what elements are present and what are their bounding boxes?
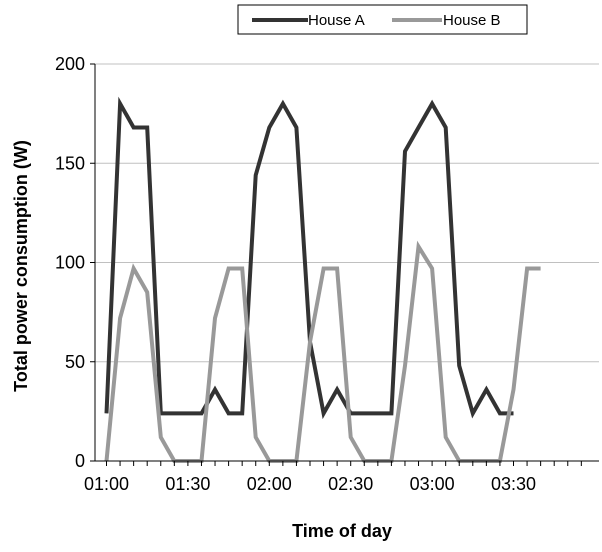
y-tick-label: 50 [65,352,85,372]
x-axis-title: Time of day [292,521,392,541]
axes: 0 50 100 150 200 01:00 01:30 02:00 02:30 03:00 03:… [55,54,599,494]
gridlines [95,63,599,363]
y-tick-label: 0 [75,451,85,471]
legend-label-house-b: House B [443,12,501,29]
y-tick-label: 200 [55,54,85,74]
series-line-house-b [104,240,541,463]
x-tick-label: 03:00 [410,474,455,494]
y-tick-label: 150 [55,153,85,173]
x-tick-label: 01:30 [165,474,210,494]
series-layer [104,96,541,463]
x-tick-label: 02:00 [247,474,292,494]
y-tick-label: 100 [55,253,85,273]
legend: House A House B [237,4,528,35]
x-tick-label: 01:00 [84,474,129,494]
x-tick-label: 02:30 [328,474,373,494]
legend-label-house-a: House A [308,12,365,29]
series-line-house-a [104,96,514,420]
y-axis-title: Total power consumption (W) [11,140,31,392]
x-tick-label: 03:30 [491,474,536,494]
